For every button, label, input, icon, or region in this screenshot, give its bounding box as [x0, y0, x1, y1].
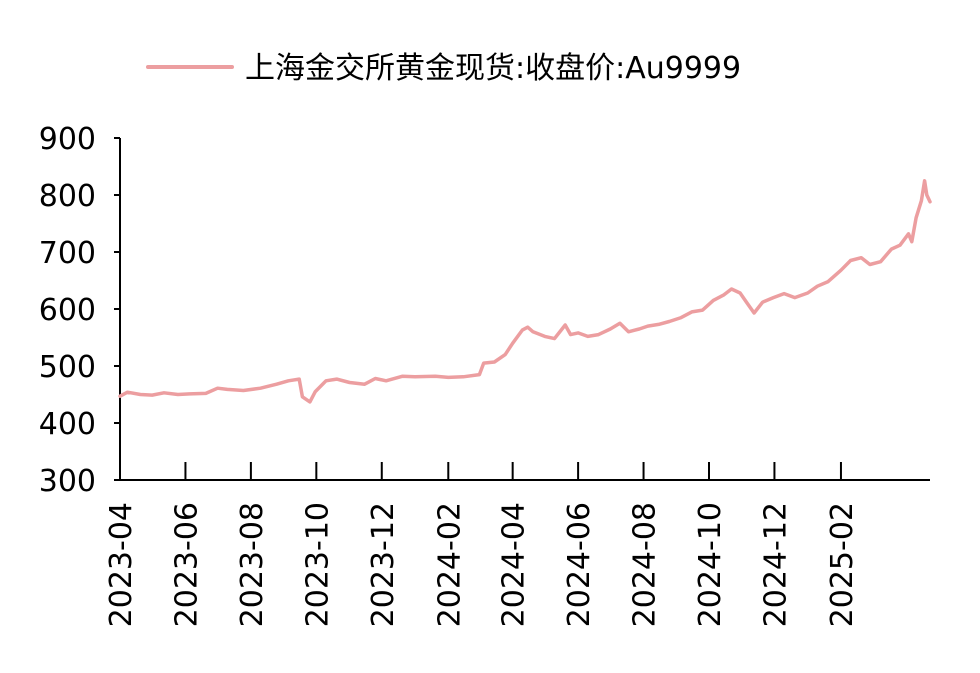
y-ticks: 300 400 500 600 700 800 900: [39, 122, 120, 499]
plot-area: [118, 179, 932, 404]
y-tick-label: 900: [39, 122, 96, 157]
x-tick-label: 2024-10: [693, 502, 728, 627]
x-tick-label: 2023-04: [104, 502, 139, 627]
y-tick-label: 400: [39, 407, 96, 442]
legend: 上海金交所黄金现货:收盘价:Au9999: [146, 51, 741, 86]
y-tick-label: 700: [39, 236, 96, 271]
x-tick-label: 2023-06: [169, 502, 204, 627]
axes: [119, 138, 930, 481]
series-line-au9999: [118, 179, 932, 404]
x-tick-label: 2024-04: [497, 502, 532, 627]
x-tick-label: 2023-12: [366, 502, 401, 627]
y-tick-label: 600: [39, 293, 96, 328]
x-tick-label: 2024-02: [432, 502, 467, 627]
x-tick-label: 2024-12: [758, 502, 793, 627]
x-tick-label: 2024-08: [628, 502, 663, 627]
y-tick-label: 500: [39, 350, 96, 385]
y-tick-label: 800: [39, 179, 96, 214]
x-tick-label: 2023-08: [235, 502, 270, 627]
legend-label: 上海金交所黄金现货:收盘价:Au9999: [245, 51, 741, 86]
x-tick-label: 2023-10: [300, 502, 335, 627]
x-tick-label: 2024-06: [562, 502, 597, 627]
x-ticks: 2023-04 2023-06 2023-08 2023-10 2023-12 2024-…: [104, 462, 860, 627]
x-tick-label: 2025-02: [825, 502, 860, 627]
y-tick-label: 300: [39, 464, 96, 499]
